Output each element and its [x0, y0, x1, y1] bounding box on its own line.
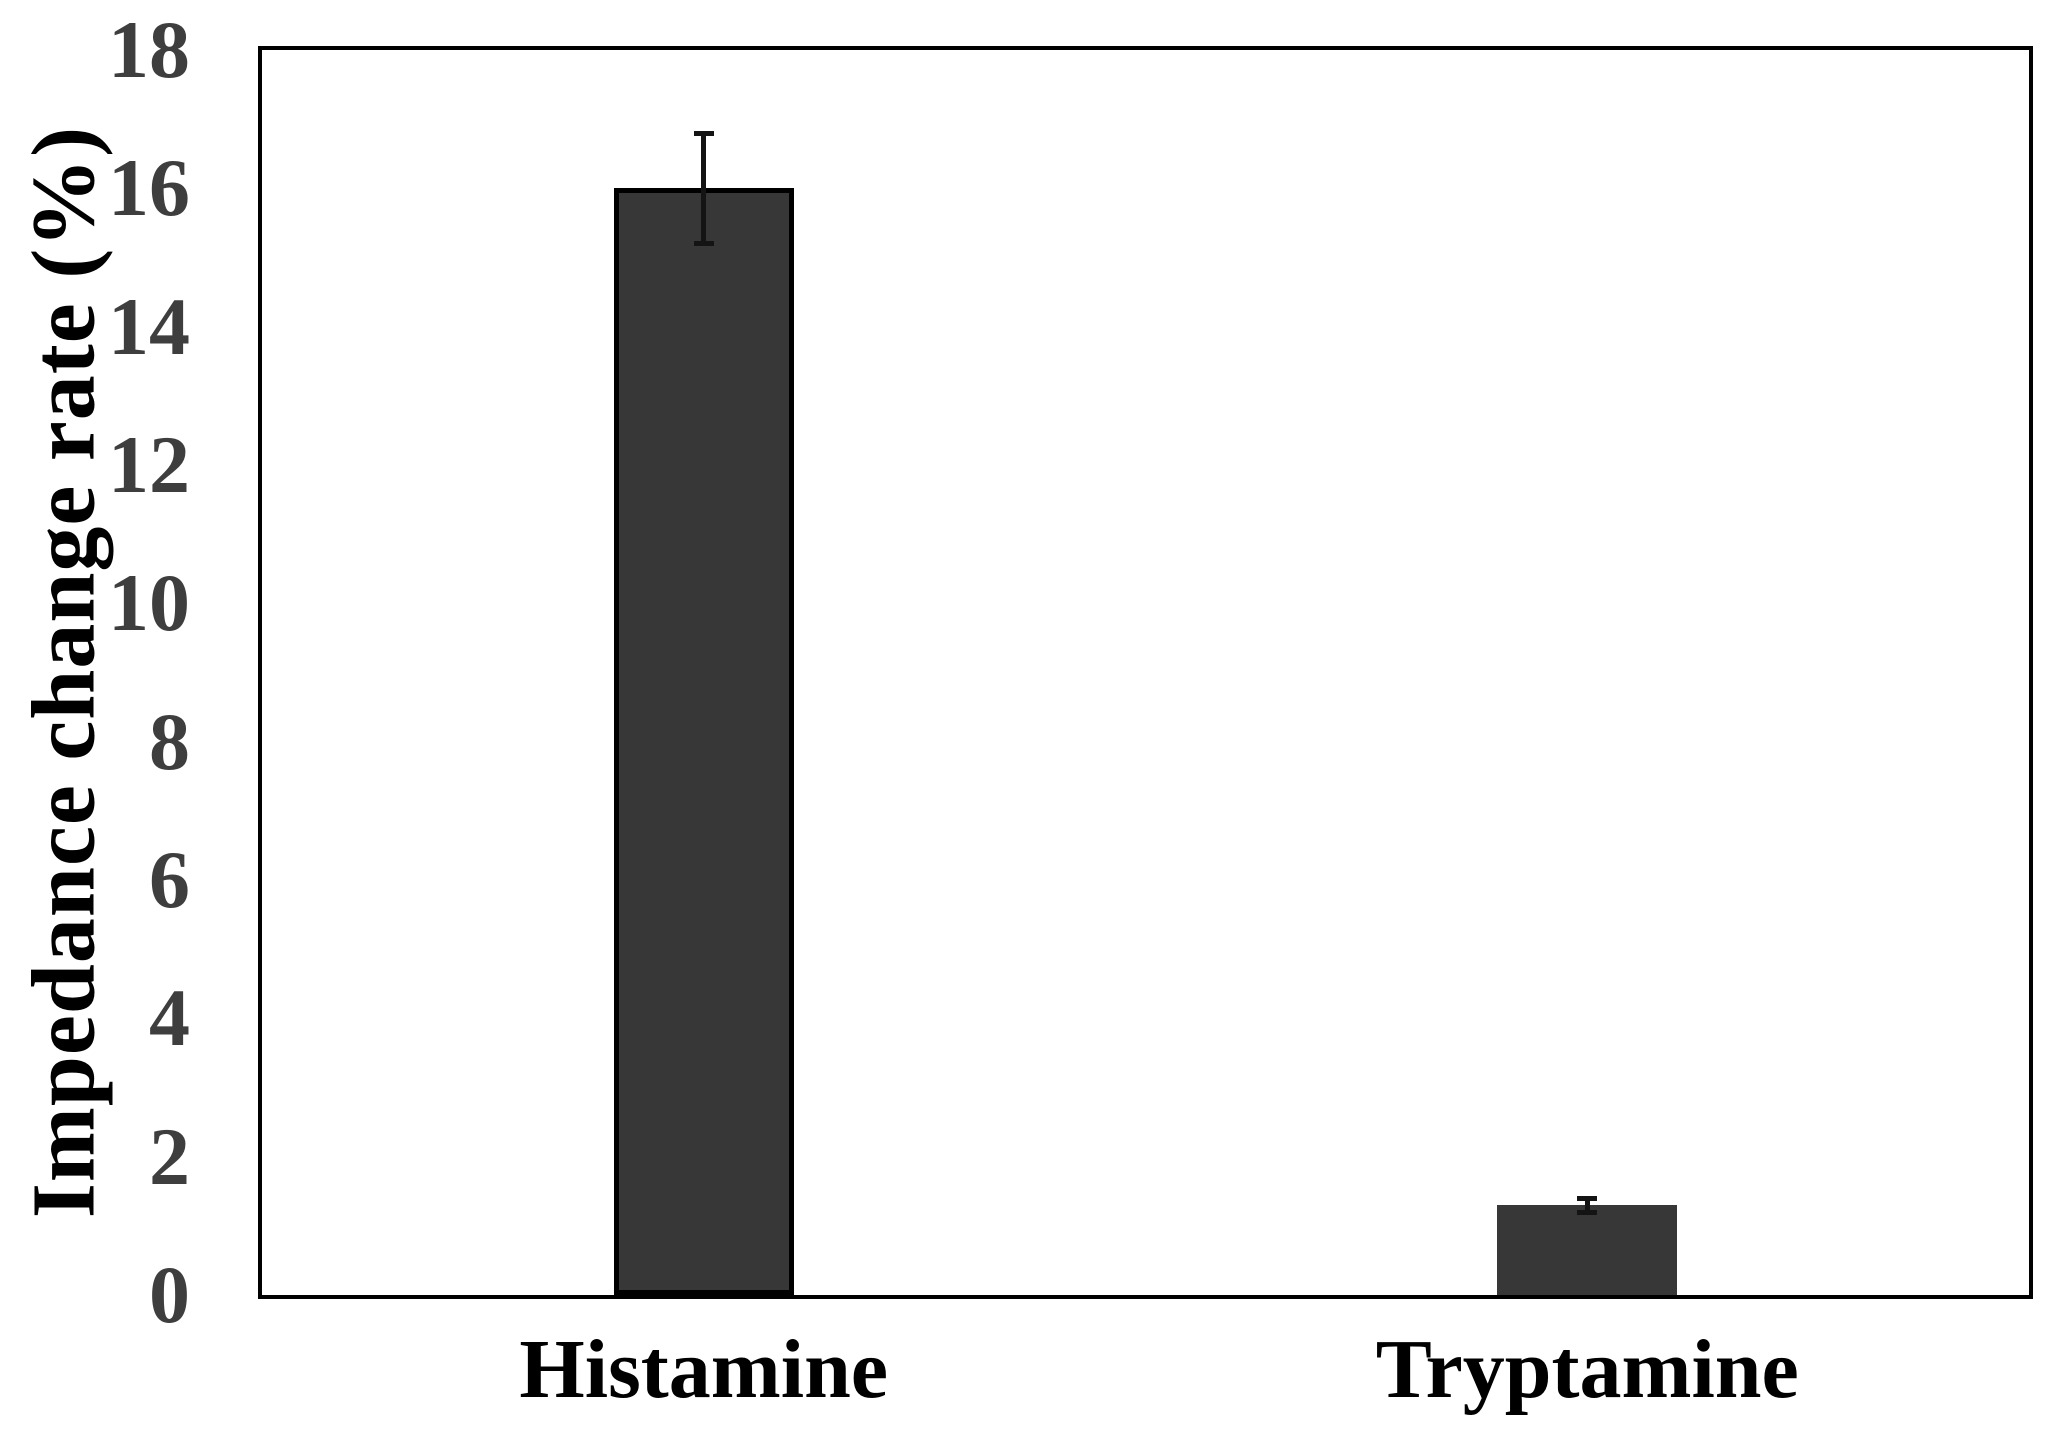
error-bar-line [701, 133, 707, 244]
x-category-label-histamine: Histamine [519, 1323, 889, 1416]
y-tick-label-10: 10 [108, 557, 190, 649]
error-bar-cap [693, 241, 714, 247]
y-tick-label-18: 18 [108, 4, 190, 95]
y-tick-label-0: 0 [149, 1249, 190, 1340]
error-bar-cap [1577, 1195, 1598, 1201]
error-bar-line [1584, 1198, 1590, 1212]
bar-tryptamine [1497, 1205, 1678, 1295]
error-bar-cap [693, 130, 714, 136]
bar-histamine [613, 188, 794, 1295]
y-tick-label-2: 2 [149, 1110, 190, 1202]
x-category-label-tryptamine: Tryptamine [1375, 1323, 1799, 1416]
error-bar-cap [1577, 1209, 1598, 1215]
y-tick-label-14: 14 [108, 280, 190, 372]
plot-area [258, 46, 2033, 1299]
y-tick-label-8: 8 [149, 695, 190, 787]
y-tick-label-16: 16 [108, 142, 190, 234]
y-tick-label-6: 6 [149, 834, 190, 925]
y-tick-label-4: 4 [149, 972, 190, 1064]
y-tick-label-12: 12 [108, 419, 190, 510]
